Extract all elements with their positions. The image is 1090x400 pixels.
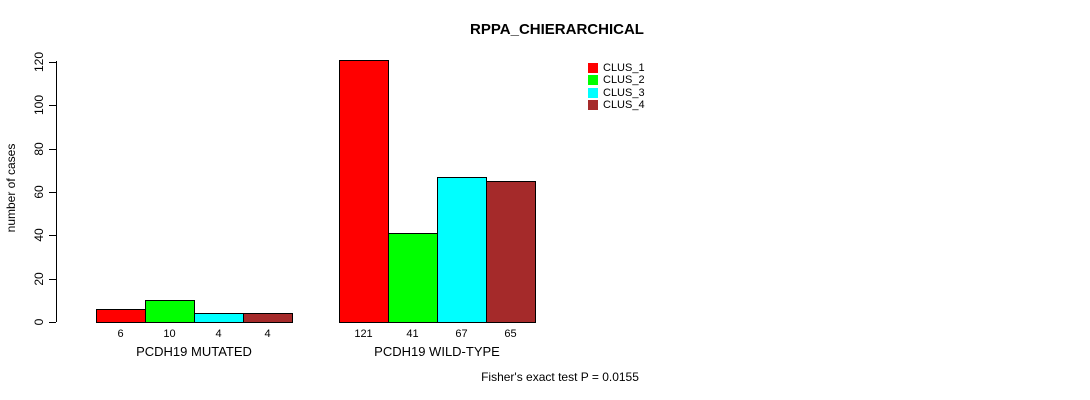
bar — [339, 60, 389, 323]
bar-value-label: 121 — [354, 328, 373, 340]
y-tick-label: 80 — [32, 141, 46, 156]
bar — [486, 181, 536, 323]
y-tick-mark — [49, 105, 56, 107]
y-tick-mark — [49, 278, 56, 280]
bar-value-label: 4 — [264, 328, 271, 340]
y-tick-label: 20 — [32, 271, 46, 286]
bar — [243, 313, 293, 323]
y-tick-label: 60 — [32, 185, 46, 199]
legend-item: CLUS_3 — [588, 87, 645, 99]
bar-value-label: 65 — [504, 328, 517, 340]
bar — [96, 309, 146, 323]
annotation-fisher-test: Fisher's exact test P = 0.0155 — [481, 370, 639, 384]
y-tick-mark — [49, 192, 56, 193]
legend-item: CLUS_2 — [588, 74, 645, 86]
y-tick-mark — [49, 62, 56, 63]
bar — [145, 300, 195, 323]
group-label: PCDH19 MUTATED — [136, 344, 252, 359]
bar-value-label: 6 — [117, 328, 124, 340]
bar-value-label: 67 — [455, 328, 468, 340]
y-tick-label: 100 — [32, 95, 46, 116]
y-tick-label: 40 — [32, 228, 46, 243]
bar-value-label: 10 — [163, 328, 176, 340]
bar-value-label: 4 — [215, 328, 222, 340]
legend-swatch — [588, 100, 598, 111]
y-axis-label: number of cases — [4, 143, 18, 233]
bar — [437, 177, 487, 323]
bar — [194, 313, 244, 323]
legend-swatch — [588, 87, 598, 98]
y-tick-label: 0 — [32, 318, 46, 326]
legend-swatch — [588, 75, 598, 86]
legend-item: CLUS_4 — [588, 99, 645, 111]
legend-label: CLUS_3 — [603, 86, 645, 99]
legend-label: CLUS_1 — [603, 62, 645, 74]
y-axis-line — [56, 61, 57, 322]
legend-label: CLUS_4 — [603, 99, 645, 112]
legend-label: CLUS_2 — [603, 74, 645, 87]
legend-item: CLUS_1 — [588, 62, 645, 74]
y-tick-mark — [49, 235, 56, 237]
y-tick-mark — [49, 148, 56, 150]
chart-title: RPPA_CHIERARCHICAL — [470, 21, 644, 38]
bar — [388, 233, 438, 323]
group-label: PCDH19 WILD-TYPE — [374, 344, 500, 359]
y-tick-label: 120 — [32, 51, 46, 73]
y-tick-mark — [49, 322, 56, 323]
bar-value-label: 41 — [406, 328, 419, 340]
legend-swatch — [588, 63, 598, 73]
